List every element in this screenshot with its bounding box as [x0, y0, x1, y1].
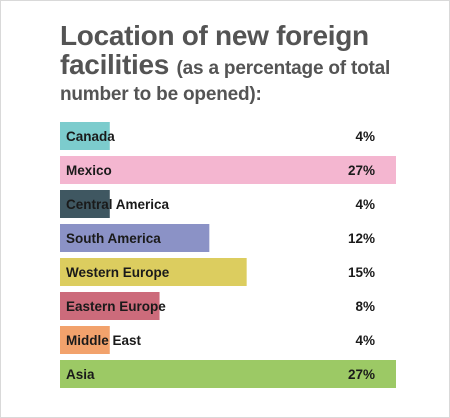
bar-canada: [60, 122, 110, 150]
category-label: Central America: [66, 197, 170, 212]
value-label: 4%: [355, 129, 375, 144]
bar-asia: [60, 360, 396, 388]
bar-south-america: [60, 224, 210, 252]
bar-western-europe: [60, 258, 247, 286]
value-label: 4%: [355, 197, 375, 212]
category-label: South America: [66, 231, 161, 246]
category-label: Mexico: [66, 163, 112, 178]
value-label: 27%: [348, 367, 375, 382]
category-label: Asia: [66, 367, 95, 382]
category-label: Canada: [66, 129, 115, 144]
bar-middle-east: [60, 326, 110, 354]
value-label: 15%: [348, 265, 375, 280]
value-label: 27%: [348, 163, 375, 178]
chart-title-block: Location of new foreign facilities (as a…: [60, 22, 400, 106]
chart-title-line2: facilities: [60, 49, 170, 80]
value-label: 8%: [355, 299, 375, 314]
chart-subtitle-part2: number to be opened):: [60, 84, 262, 105]
chart-title-line1: Location of new foreign: [60, 20, 369, 51]
category-label: Eastern Europe: [66, 299, 166, 314]
bar-mexico: [60, 156, 396, 184]
bar-central-america: [60, 190, 110, 218]
value-label: 4%: [355, 333, 375, 348]
value-label: 12%: [348, 231, 375, 246]
chart-subtitle-part1: (as a percentage of total: [176, 58, 391, 79]
bar-eastern-europe: [60, 292, 160, 320]
category-label: Western Europe: [66, 265, 170, 280]
category-label: Middle East: [66, 333, 142, 348]
